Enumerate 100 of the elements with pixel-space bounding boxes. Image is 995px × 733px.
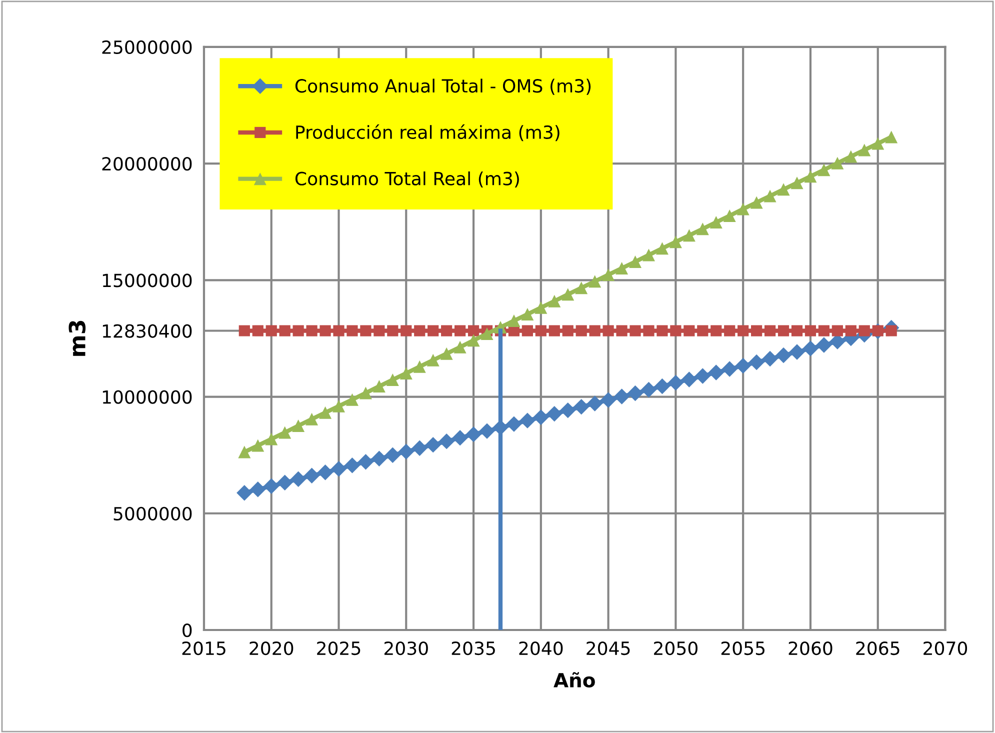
point xyxy=(359,386,372,400)
point xyxy=(818,164,830,176)
point xyxy=(440,347,453,360)
y-tick-label: 12830400 xyxy=(102,324,192,338)
point xyxy=(533,409,549,426)
point xyxy=(697,325,708,336)
point xyxy=(548,325,560,336)
point xyxy=(762,350,778,367)
point xyxy=(750,196,763,209)
point xyxy=(616,325,628,336)
point xyxy=(776,347,792,364)
point xyxy=(548,294,561,308)
point xyxy=(546,406,562,422)
point xyxy=(279,325,290,336)
y-axis-title: m3 xyxy=(68,320,86,356)
point xyxy=(640,382,657,398)
point xyxy=(467,334,480,347)
point xyxy=(332,400,346,412)
x-tick-label: 2050 xyxy=(654,641,698,656)
point xyxy=(320,325,331,336)
point xyxy=(317,464,334,480)
point xyxy=(818,325,830,336)
point xyxy=(480,328,494,340)
point xyxy=(589,325,600,336)
point xyxy=(292,325,304,336)
point xyxy=(872,137,884,150)
legend-label: Consumo Total Real (m3) xyxy=(295,171,519,188)
point xyxy=(696,222,709,236)
point xyxy=(479,423,495,439)
y-tick-label: 20000000 xyxy=(102,156,192,171)
point xyxy=(586,396,603,412)
point xyxy=(872,325,884,336)
point xyxy=(506,416,522,432)
point xyxy=(790,176,804,190)
point xyxy=(521,308,534,320)
y-tick-label: 0 xyxy=(182,623,192,638)
point xyxy=(670,325,682,336)
x-tick-label: 2030 xyxy=(384,641,428,656)
y-tick-label: 10000000 xyxy=(102,390,192,404)
point xyxy=(371,450,388,466)
y-tick-label: 5000000 xyxy=(114,506,192,521)
point xyxy=(642,248,655,262)
point xyxy=(534,301,548,314)
point xyxy=(736,202,750,216)
point xyxy=(252,325,264,336)
point xyxy=(723,210,736,222)
y-tick-label: 15000000 xyxy=(102,274,192,288)
x-tick-label: 2015 xyxy=(182,641,226,656)
point xyxy=(330,460,347,477)
point xyxy=(669,236,682,248)
point xyxy=(764,190,776,202)
point xyxy=(252,439,264,452)
point xyxy=(629,255,642,268)
point xyxy=(466,426,482,442)
point xyxy=(238,446,251,458)
point xyxy=(886,325,897,336)
point xyxy=(654,378,670,394)
point xyxy=(832,325,843,336)
point xyxy=(414,325,426,336)
point xyxy=(508,314,520,327)
point xyxy=(600,392,616,408)
point xyxy=(292,419,305,432)
point xyxy=(682,229,696,242)
point xyxy=(236,485,252,501)
x-axis-title: Año xyxy=(554,672,595,688)
point xyxy=(398,444,414,460)
point xyxy=(845,325,856,336)
point xyxy=(656,325,668,336)
point xyxy=(425,436,441,453)
point xyxy=(885,130,898,144)
point xyxy=(333,325,344,336)
x-tick-label: 2060 xyxy=(788,641,832,656)
point xyxy=(560,402,576,418)
point xyxy=(428,325,439,336)
point xyxy=(522,325,533,336)
point xyxy=(441,325,452,336)
point xyxy=(791,325,803,336)
point xyxy=(387,325,398,336)
point xyxy=(562,325,574,336)
point xyxy=(735,358,751,374)
point xyxy=(306,325,318,336)
point xyxy=(858,144,871,156)
point xyxy=(804,325,816,336)
point xyxy=(602,268,615,282)
point xyxy=(386,373,399,386)
point xyxy=(290,471,306,487)
point xyxy=(306,412,318,426)
point xyxy=(412,440,428,456)
x-tick-label: 2055 xyxy=(721,641,764,656)
point xyxy=(844,150,858,163)
point xyxy=(724,325,736,336)
point xyxy=(276,474,293,490)
point xyxy=(265,432,278,446)
point xyxy=(738,325,749,336)
point xyxy=(250,482,266,498)
point xyxy=(575,282,588,294)
point xyxy=(520,412,536,428)
point xyxy=(372,380,386,393)
point xyxy=(751,325,762,336)
point xyxy=(668,374,684,391)
